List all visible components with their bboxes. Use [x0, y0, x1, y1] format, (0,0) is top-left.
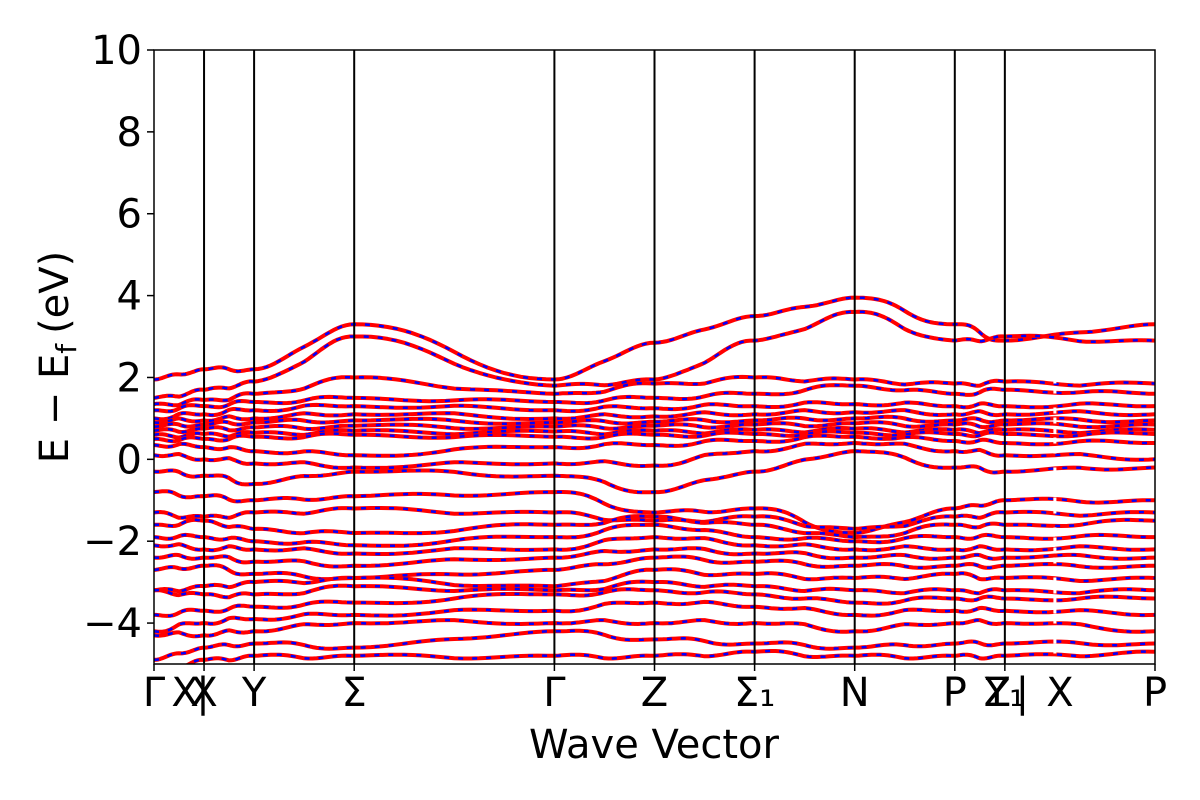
band-line-dashed [154, 434, 1155, 458]
y-axis-label-unit: (eV) [32, 251, 78, 334]
x-tick-label: P [1143, 670, 1167, 716]
x-tick-label-overlay: X [1046, 670, 1073, 716]
band-line-dashed [154, 430, 1155, 443]
x-axis: Γ X Y Σ Γ Z Σ₁ N P Y₁ PX| Z | X [143, 664, 1167, 716]
svg-text:E − Ef(eV): E − Ef (eV) [32, 251, 83, 464]
kpoint-lines-group [203, 50, 1006, 664]
y-axis-label-sub: f [50, 343, 83, 354]
x-tick-label: Z [641, 670, 668, 716]
x-tick-label-overlay: | [1016, 670, 1029, 716]
y-axis-label: E − Ef (eV) [32, 251, 83, 464]
x-tick-label: X [190, 670, 217, 716]
x-tick-label: Y [241, 670, 267, 716]
y-axis-label-main: E − E [32, 354, 78, 464]
y-tick-label: 4 [117, 274, 142, 320]
band-line-dashed [154, 420, 1155, 434]
x-tick-label-overlay: | [196, 670, 209, 716]
y-tick-label: 0 [117, 437, 142, 483]
y-tick-label: −2 [83, 519, 142, 565]
y-tick-label: 10 [91, 28, 142, 74]
x-tick-label: Σ [342, 670, 367, 716]
y-tick-label: 6 [117, 192, 142, 238]
y-tick-label: −4 [83, 601, 142, 647]
y-axis: −4 −2 0 2 4 6 8 10 [83, 28, 154, 647]
x-axis-label: Wave Vector [529, 722, 780, 768]
x-tick-label: N [840, 670, 870, 716]
x-tick-label-overlay: Z [984, 670, 1011, 716]
x-tick-label: Γ [143, 670, 166, 716]
x-tick-label: Y₁ [984, 670, 1025, 716]
band-line-dashed [154, 296, 1155, 381]
x-tick-label-overlay: X [171, 670, 198, 716]
band-line-dashed [154, 310, 1155, 400]
x-tick-label: P [943, 670, 967, 716]
x-tick-label: Γ [543, 670, 566, 716]
band-line-dashed [154, 408, 1155, 425]
band-line-dashed [154, 415, 1155, 428]
x-tick-label: Σ₁ [734, 670, 775, 716]
y-tick-label: 8 [117, 110, 142, 156]
y-tick-label: 2 [117, 355, 142, 401]
band-line-dashed [154, 426, 1155, 439]
